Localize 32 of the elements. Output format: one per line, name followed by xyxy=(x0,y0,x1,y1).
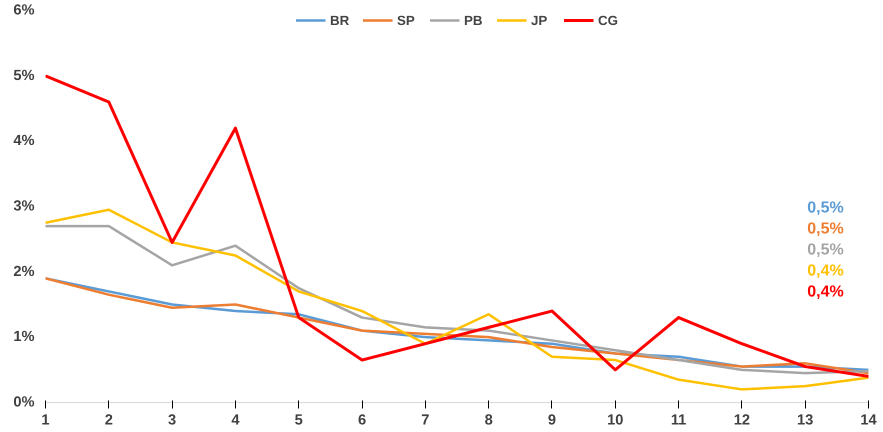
x-tick-label: 10 xyxy=(607,412,624,428)
x-tick-label: 13 xyxy=(797,412,814,428)
x-tick-label: 9 xyxy=(548,412,556,428)
y-tick-label: 6% xyxy=(13,2,35,18)
legend-label: CG xyxy=(598,12,618,28)
y-tick-label: 4% xyxy=(13,133,35,150)
legend-label: SP xyxy=(397,12,416,28)
x-tick-label: 6 xyxy=(358,412,366,428)
y-tick-label: 0% xyxy=(13,394,35,410)
x-tick-label: 11 xyxy=(670,412,686,428)
x-tick-label: 5 xyxy=(294,412,303,428)
x-tick-label: 14 xyxy=(860,412,878,428)
annotation: 0,4% xyxy=(807,284,844,300)
y-tick-label: 5% xyxy=(13,68,35,84)
x-tick-label: 12 xyxy=(734,412,750,428)
annotation: 0,5% xyxy=(807,220,844,238)
legend-label: BR xyxy=(330,12,350,28)
annotation: 0,5% xyxy=(807,200,844,216)
line-series xyxy=(46,74,868,378)
x-tick-label: 4 xyxy=(231,412,240,428)
x-tick-label: 7 xyxy=(421,412,430,428)
legend-label: PB xyxy=(464,12,484,28)
legend-label: JP xyxy=(531,12,548,28)
y-tick-label: 1% xyxy=(13,329,35,346)
y-tick-label: 3% xyxy=(13,198,35,214)
y-tick-label: 2% xyxy=(13,264,35,280)
x-tick-label: 3 xyxy=(168,412,176,428)
annotation: 0,4% xyxy=(807,262,844,280)
x-tick-label: 2 xyxy=(104,412,113,428)
annotation: 0,5% xyxy=(807,242,844,258)
x-tick-label: 8 xyxy=(484,412,493,428)
x-tick-label: 1 xyxy=(41,412,50,428)
